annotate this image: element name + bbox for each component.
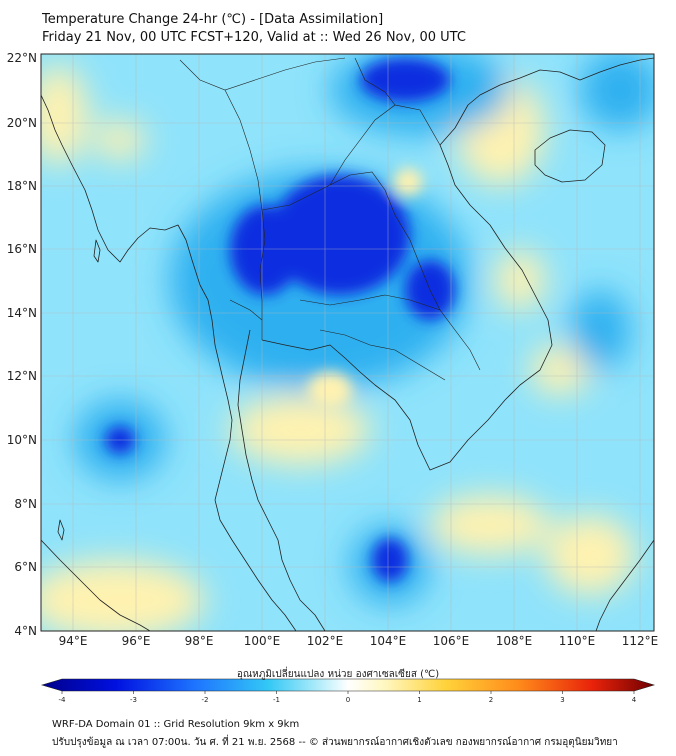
latitude-label: 18°N (7, 179, 37, 193)
latitude-label: 6°N (14, 560, 37, 574)
colorbar-tick-label: 2 (489, 696, 493, 704)
footer-model-info: WRF-DA Domain 01 :: Grid Resolution 9km … (52, 719, 300, 730)
gridlines (41, 54, 654, 631)
latitude-label: 10°N (7, 433, 37, 447)
latitude-label: 8°N (14, 497, 37, 511)
map-title: Temperature Change 24-hr (℃) - [Data Ass… (42, 12, 384, 27)
colorbar-tick-label: -4 (59, 696, 67, 704)
colorbar-tick-label: 0 (346, 696, 350, 704)
longitude-label: 102°E (307, 634, 344, 648)
temperature-field (41, 54, 654, 631)
longitude-label: 112°E (622, 634, 659, 648)
colorbar-tick-label: 4 (632, 696, 637, 704)
latitude-labels: 22°N 20°N 18°N 16°N 14°N 12°N 10°N 8°N 6°N 4°N (7, 51, 37, 638)
longitude-label: 96°E (122, 634, 151, 648)
colorbar-tick-label: -2 (202, 696, 209, 704)
latitude-label: 20°N (7, 116, 37, 130)
colorbar: -4 -3 -2 -1 0 1 2 3 4 (40, 678, 656, 704)
colorbar-tick-label: 1 (417, 696, 421, 704)
colorbar-tick-label: -3 (130, 696, 137, 704)
colorbar-tick-label: 3 (560, 696, 564, 704)
longitude-label: 106°E (433, 634, 470, 648)
latitude-label: 22°N (7, 51, 37, 65)
longitude-label: 108°E (496, 634, 533, 648)
borders (179, 57, 481, 381)
longitude-label: 94°E (59, 634, 88, 648)
footer-update-info: ปรับปรุงข้อมูล ณ เวลา 07:00น. วัน ศ. ที่… (52, 737, 618, 748)
colorbar-tick-label: -1 (273, 696, 280, 704)
map-frame (40, 53, 655, 632)
coastlines (41, 57, 654, 631)
longitude-labels: 94°E 96°E 98°E 100°E 102°E 104°E 106°E 108°E 110… (59, 634, 659, 648)
longitude-label: 110°E (559, 634, 596, 648)
map-subtitle: Friday 21 Nov, 00 UTC FCST+120, Valid at… (42, 30, 466, 45)
longitude-label: 100°E (244, 634, 281, 648)
colorbar-title: อุณหภูมิเปลี่ยนแปลง หน่วย องศาเซลเซียส (… (236, 669, 440, 680)
longitude-label: 98°E (185, 634, 214, 648)
latitude-label: 12°N (7, 369, 37, 383)
latitude-label: 14°N (7, 306, 37, 320)
longitude-label: 104°E (370, 634, 407, 648)
latitude-label: 4°N (14, 624, 37, 638)
latitude-label: 16°N (7, 242, 37, 256)
